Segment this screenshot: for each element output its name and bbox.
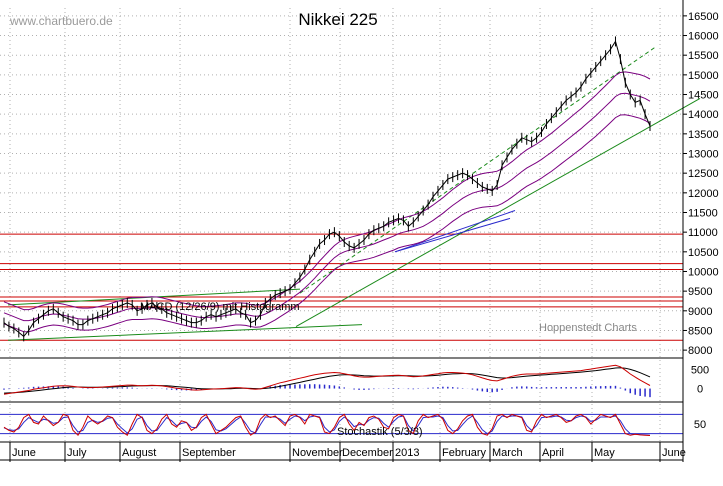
lower-band-line (3, 114, 651, 333)
x-tick-label: September (182, 447, 236, 459)
x-tick-label: August (122, 447, 156, 459)
x-tick-label: June (662, 447, 686, 459)
grid-lines (0, 8, 683, 460)
y-axis-labels: 8000 8500 9000 9500 10000 10500 11000 11500 1200… (683, 11, 719, 431)
x-tick-label: 2013 (395, 447, 419, 459)
trend-line-uptrend (295, 98, 701, 327)
x-tick-label: April (542, 447, 564, 459)
y-tick-label: 16500 (688, 11, 719, 23)
stochastic-k-line (3, 413, 651, 436)
y-tick-label: 14000 (688, 109, 719, 121)
y-tick-label: 14500 (688, 90, 719, 102)
y-tick-label: 11500 (688, 207, 718, 219)
x-tick-label: February (442, 447, 487, 459)
y-tick-label: 11000 (688, 227, 718, 239)
y-tick-label: 15500 (688, 50, 719, 62)
x-tick-label: November (292, 447, 343, 459)
y-tick-label: 8500 (688, 325, 712, 337)
macd-y-tick-label: 500 (691, 364, 709, 376)
x-tick-label: June (12, 447, 36, 459)
stochastic-panel (0, 413, 683, 436)
watermark: www.chartbuero.de (9, 14, 113, 28)
x-tick-label: July (67, 447, 87, 459)
chart-title: Nikkei 225 (298, 10, 377, 29)
y-tick-label: 9000 (688, 306, 712, 318)
upper-band-line (3, 71, 651, 311)
trend-line-channel-top (299, 46, 656, 294)
credit-label: Hoppenstedt Charts (539, 322, 637, 334)
y-tick-label: 15000 (688, 70, 719, 82)
y-tick-label: 16000 (688, 31, 719, 43)
moving-average-line (3, 92, 651, 322)
y-tick-label: 13500 (688, 129, 719, 141)
macd-y-tick-label: 0 (697, 384, 703, 396)
wedge-line-lower (394, 217, 511, 253)
y-tick-label: 9500 (688, 286, 712, 298)
y-tick-label: 8000 (688, 345, 712, 357)
trend-line-support (7, 324, 363, 341)
y-tick-label: 13000 (688, 149, 719, 161)
y-tick-label: 10500 (688, 247, 719, 259)
price-line (3, 40, 651, 338)
stochastic-title: Stochastik (5/3/3) (337, 426, 423, 438)
x-tick-label: March (492, 447, 523, 459)
y-tick-label: 12500 (688, 168, 719, 180)
stochastic-y-tick-label: 50 (694, 419, 706, 431)
chart-frame (0, 0, 684, 462)
macd-panel (3, 364, 651, 398)
x-tick-label: December (342, 447, 393, 459)
x-tick-label: May (594, 447, 615, 459)
macd-line (3, 364, 651, 395)
horizontal-resistance-lines (0, 233, 683, 341)
x-axis-labels: June July August September November December 2… (9, 442, 686, 462)
y-tick-label: 12000 (688, 188, 719, 200)
macd-title: MACD (12/26/9) mit Histogramm (140, 301, 300, 313)
wedge-line-upper (394, 210, 516, 253)
main-price-series (3, 36, 651, 342)
macd-signal-line (3, 367, 651, 394)
y-tick-label: 10000 (688, 266, 719, 278)
